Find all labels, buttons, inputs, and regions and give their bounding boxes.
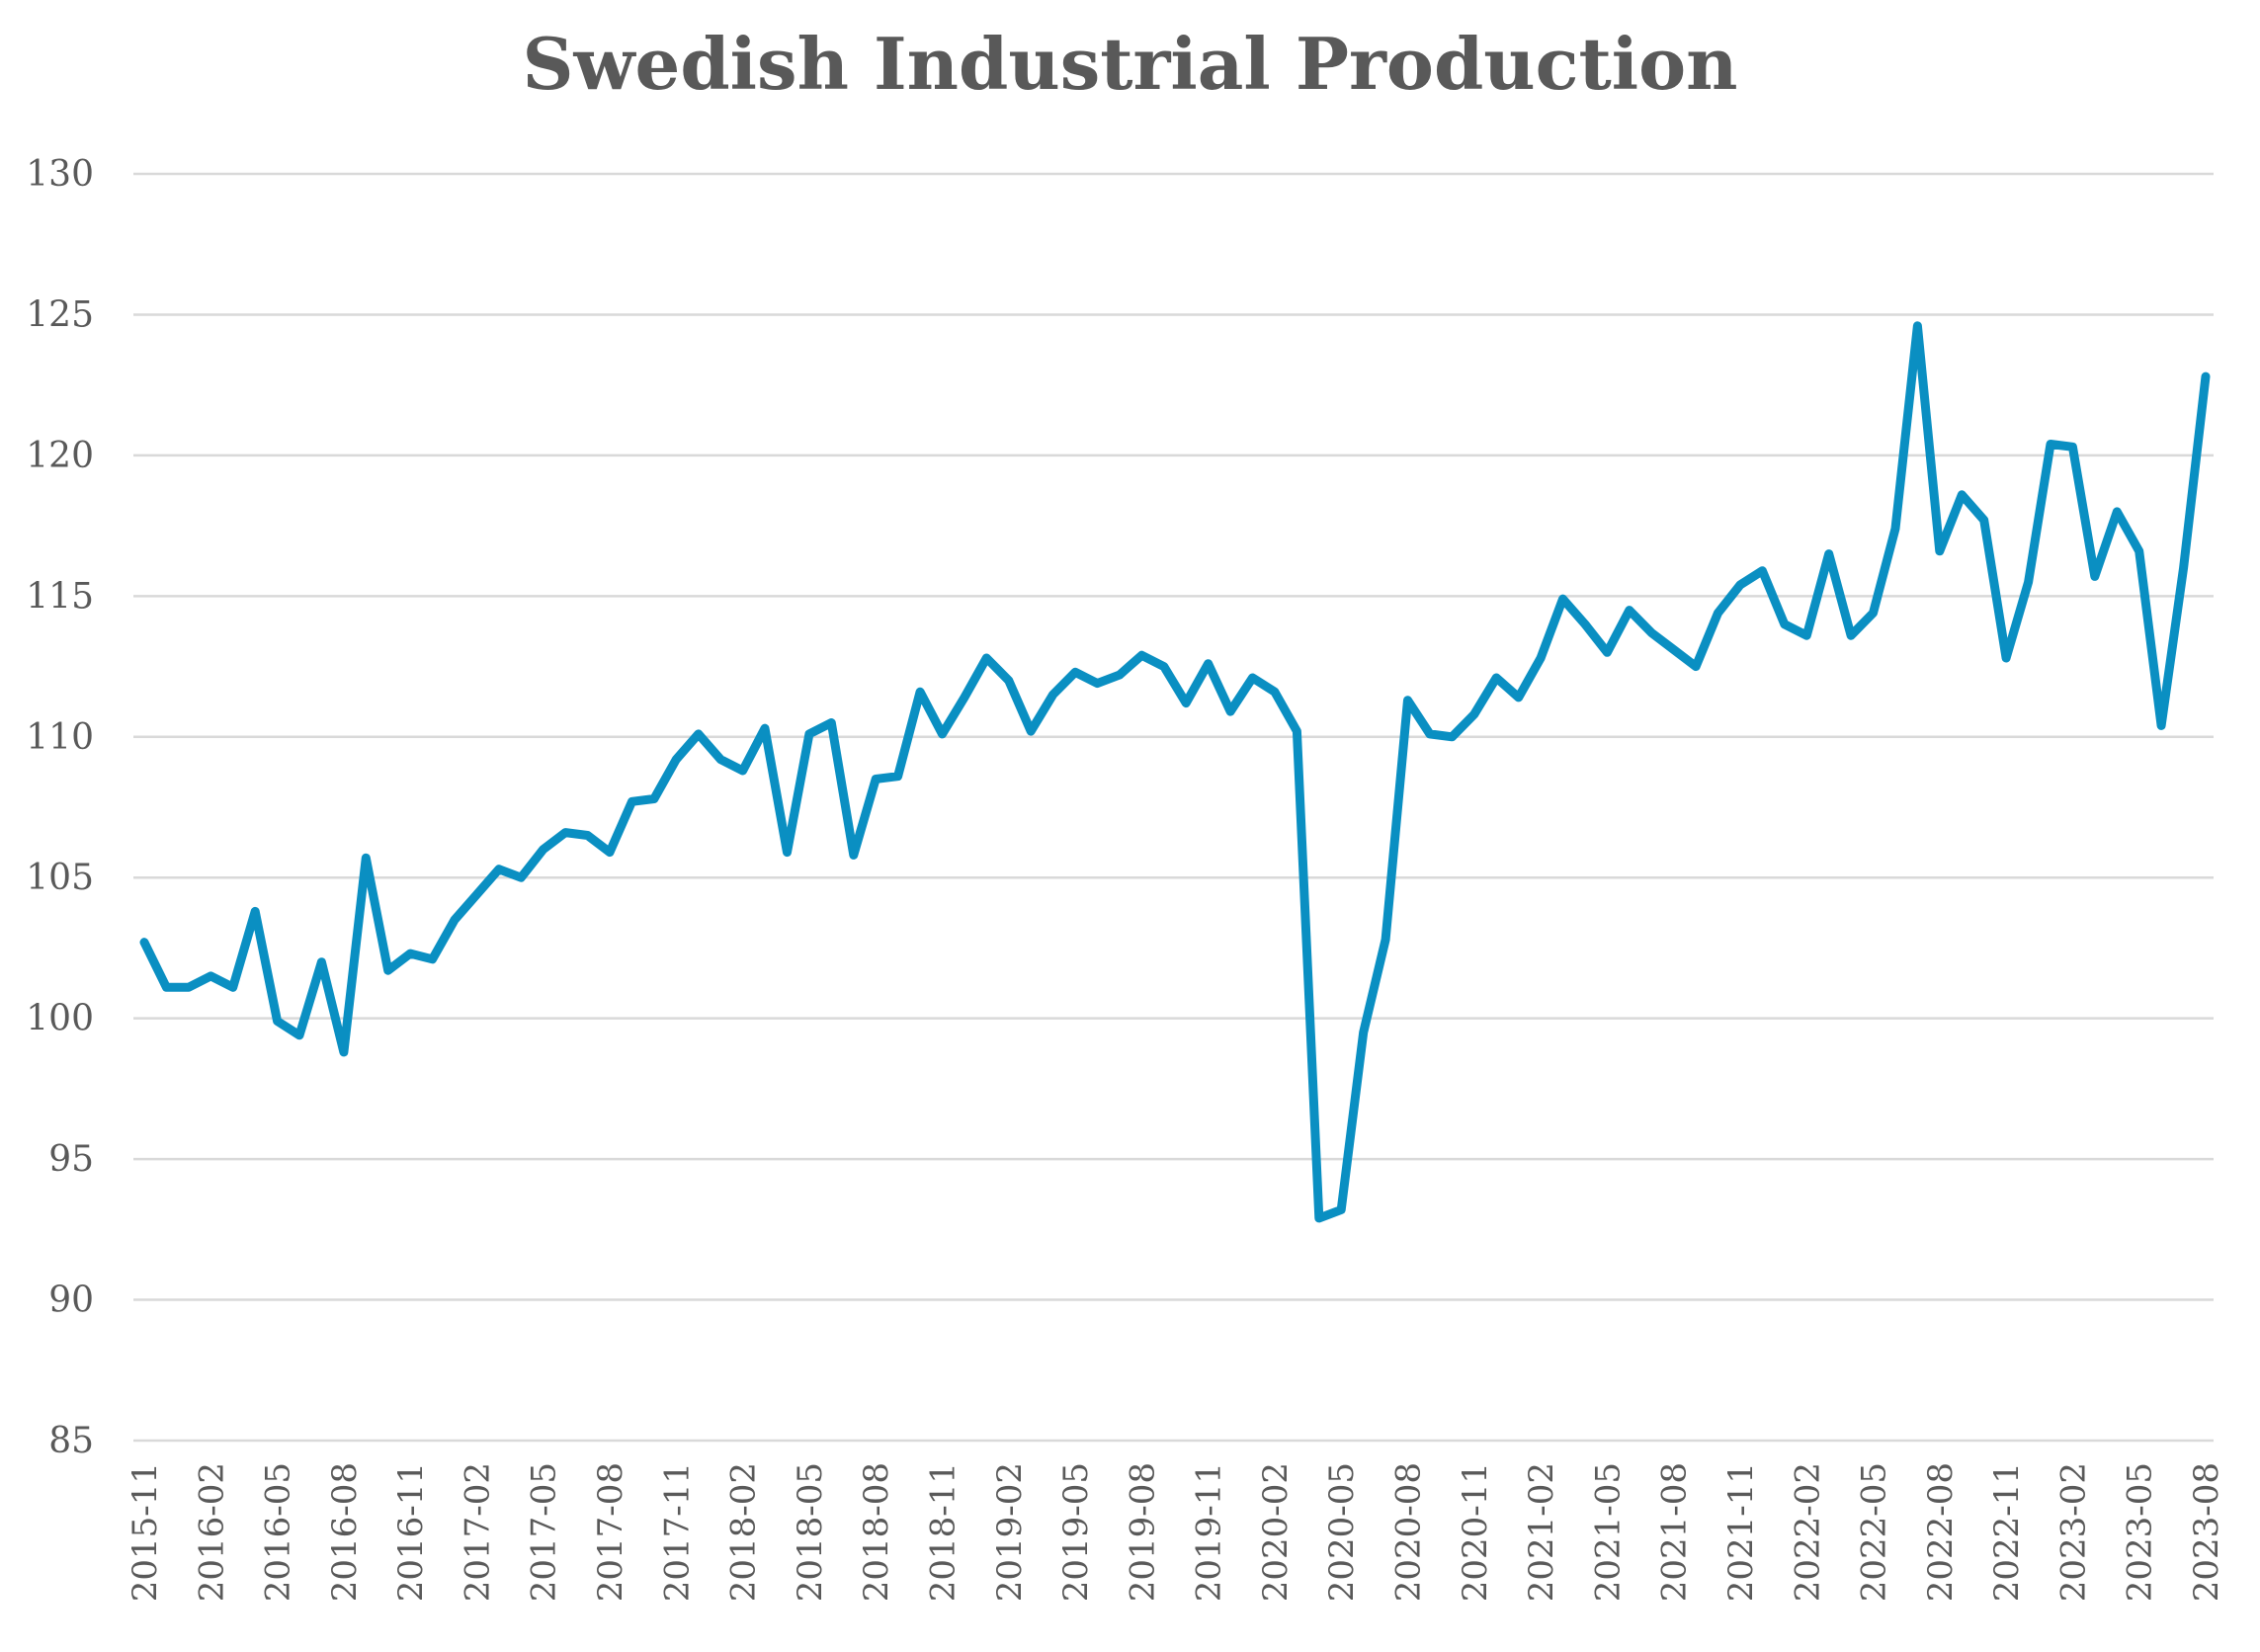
y-tick-label: 110 <box>26 717 94 758</box>
x-tick-label: 2016-02 <box>192 1462 231 1602</box>
gridlines <box>133 172 2214 1443</box>
x-tick-label: 2020-02 <box>1256 1462 1296 1602</box>
x-tick-label: 2019-08 <box>1123 1462 1162 1602</box>
x-tick-label: 2019-11 <box>1190 1462 1229 1602</box>
series-layer <box>139 321 2211 1223</box>
x-tick-label: 2018-08 <box>857 1462 896 1602</box>
x-tick-label: 2022-02 <box>1788 1462 1827 1602</box>
x-tick-label: 2019-02 <box>990 1462 1030 1602</box>
x-tick-label: 2021-11 <box>1721 1462 1761 1602</box>
x-tick-label: 2018-02 <box>724 1462 764 1602</box>
x-tick-label: 2023-02 <box>2053 1462 2093 1602</box>
x-tick-label: 2020-08 <box>1389 1462 1429 1602</box>
x-tick-label: 2020-11 <box>1456 1462 1495 1602</box>
x-tick-label: 2020-05 <box>1322 1462 1362 1602</box>
x-tick-label: 2018-11 <box>923 1462 963 1602</box>
x-tick-label: 2023-05 <box>2121 1462 2160 1602</box>
x-tick-label: 2021-05 <box>1588 1462 1628 1602</box>
y-tick-label: 105 <box>26 858 94 898</box>
y-tick-label: 85 <box>48 1421 94 1461</box>
y-tick-label: 95 <box>48 1139 94 1180</box>
y-tick-label: 100 <box>26 999 94 1039</box>
x-tick-label: 2018-05 <box>791 1462 830 1602</box>
y-tick-label: 125 <box>26 294 94 335</box>
chart-title: Swedish Industrial Production <box>522 22 1738 106</box>
series-line <box>139 321 2211 1223</box>
y-axis-tick-labels: 85 90 95 100 105 110 115 120 125 130 <box>26 154 94 1461</box>
x-tick-label: 2015-11 <box>126 1462 165 1602</box>
x-tick-label: 2023-08 <box>2187 1462 2226 1602</box>
x-tick-label: 2017-11 <box>657 1462 697 1602</box>
x-tick-label: 2022-11 <box>1987 1462 2027 1602</box>
x-tick-label: 2022-05 <box>1855 1462 1894 1602</box>
x-tick-label: 2016-05 <box>259 1462 298 1602</box>
x-tick-label: 2022-08 <box>1921 1462 1961 1602</box>
y-tick-label: 90 <box>48 1280 94 1321</box>
y-tick-label: 115 <box>26 576 94 617</box>
x-tick-label: 2019-05 <box>1056 1462 1096 1602</box>
x-tick-label: 2017-08 <box>591 1462 630 1602</box>
x-tick-label: 2017-02 <box>458 1462 497 1602</box>
x-tick-label: 2016-11 <box>391 1462 431 1602</box>
x-tick-label: 2021-08 <box>1655 1462 1695 1602</box>
x-tick-label: 2017-05 <box>525 1462 564 1602</box>
y-tick-label: 130 <box>26 154 94 195</box>
x-axis-tick-labels: 2015-11 2016-02 2016-05 2016-08 2016-11 2017-… <box>126 1462 2226 1602</box>
x-tick-label: 2016-08 <box>325 1462 365 1602</box>
x-tick-label: 2021-02 <box>1522 1462 1561 1602</box>
y-tick-label: 120 <box>26 436 94 476</box>
